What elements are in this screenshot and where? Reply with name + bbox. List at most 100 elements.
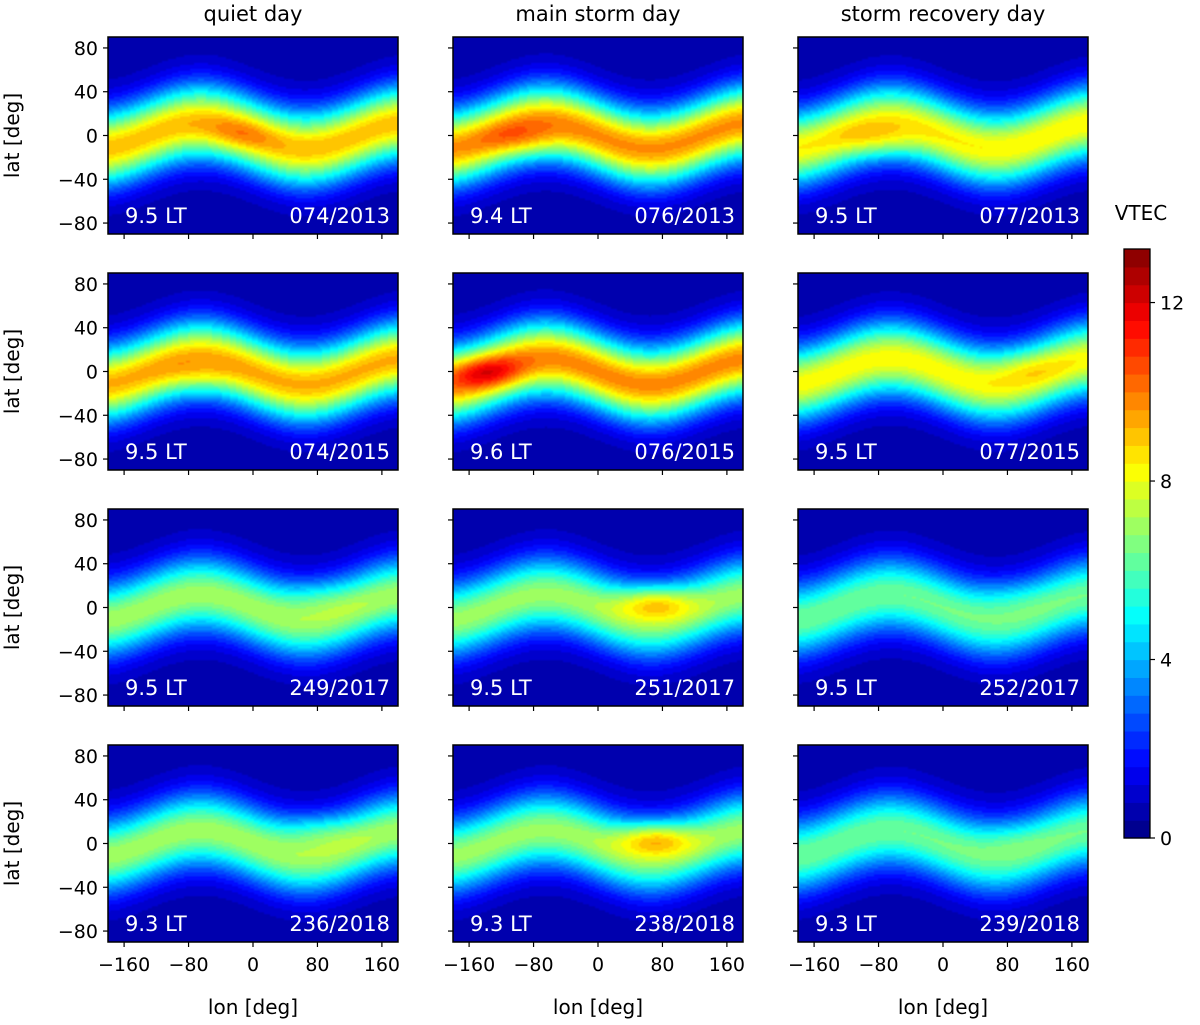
- heatmap-panel: 9.5 LT 249/2017 80 40 0 −40 −80 lat [deg]: [0, 508, 399, 711]
- colorbar-level: [1124, 641, 1150, 661]
- x-tick-label: 80: [995, 954, 1019, 976]
- x-axis-label: lon [deg]: [553, 995, 643, 1019]
- local-time-label: 9.3 LT: [125, 912, 187, 936]
- date-label: 249/2017: [289, 676, 390, 700]
- x-axis-label: lon [deg]: [898, 995, 988, 1019]
- vtec-heatmap-image: [453, 37, 743, 234]
- column-title: main storm day: [515, 2, 680, 26]
- y-tick-label: −80: [58, 449, 98, 471]
- colorbar-level: [1124, 409, 1150, 429]
- colorbar: 0 4 8 12 VTEC: [1115, 201, 1184, 850]
- colorbar-level: [1124, 605, 1150, 625]
- colorbar-level: [1124, 284, 1150, 304]
- local-time-label: 9.3 LT: [815, 912, 877, 936]
- y-tick-label: −80: [58, 921, 98, 943]
- y-tick-label: 80: [74, 38, 98, 60]
- colorbar-label: VTEC: [1115, 201, 1168, 225]
- local-time-label: 9.6 LT: [470, 440, 532, 464]
- heatmap-panel: 9.4 LT 076/2013: [448, 36, 744, 239]
- local-time-label: 9.3 LT: [470, 912, 532, 936]
- heatmap-panel: 9.5 LT 074/2013 80 40 0 −40 −80 lat [deg]: [0, 36, 399, 239]
- date-label: 239/2018: [979, 912, 1080, 936]
- y-tick-label: 40: [74, 82, 98, 104]
- x-tick-label: −80: [514, 954, 554, 976]
- heatmap-panel: 9.5 LT 251/2017: [448, 508, 744, 711]
- heatmap-panel: 9.3 LT 239/2018 −160 −80 0 80 160 lon [deg]: [788, 744, 1090, 1019]
- vtec-heatmap-image: [798, 273, 1088, 470]
- colorbar-tick-label: 12: [1160, 293, 1184, 315]
- y-tick-label: 80: [74, 746, 98, 768]
- y-tick-label: 40: [74, 554, 98, 576]
- vtec-heatmap-image: [798, 37, 1088, 234]
- vtec-heatmap-image: [453, 273, 743, 470]
- colorbar-level: [1124, 463, 1150, 482]
- vtec-heatmap-image: [108, 273, 398, 470]
- y-tick-label: 0: [86, 362, 98, 384]
- vtec-heatmap-image: [108, 509, 398, 706]
- x-tick-label: 0: [937, 954, 949, 976]
- date-label: 076/2013: [634, 204, 735, 228]
- heatmap-panel: 9.6 LT 076/2015: [448, 272, 744, 475]
- colorbar-level: [1124, 802, 1150, 821]
- local-time-label: 9.5 LT: [815, 676, 877, 700]
- colorbar-level: [1124, 820, 1150, 839]
- vtec-heatmap-image: [453, 509, 743, 706]
- colorbar-level: [1124, 445, 1150, 464]
- y-tick-label: 80: [74, 274, 98, 296]
- x-tick-label: −80: [859, 954, 899, 976]
- local-time-label: 9.5 LT: [470, 676, 532, 700]
- x-tick-label: −160: [98, 954, 150, 976]
- colorbar-level: [1124, 338, 1150, 357]
- colorbar-level: [1124, 249, 1150, 268]
- colorbar-level: [1124, 748, 1150, 768]
- column-title: storm recovery day: [841, 2, 1046, 26]
- vtec-heatmap-image: [453, 745, 743, 942]
- date-label: 251/2017: [634, 676, 735, 700]
- date-label: 077/2015: [979, 440, 1080, 464]
- heatmap-panel: 9.5 LT 252/2017: [793, 508, 1089, 711]
- y-tick-label: 0: [86, 834, 98, 856]
- date-label: 077/2013: [979, 204, 1080, 228]
- colorbar-level: [1124, 695, 1150, 714]
- colorbar-level: [1124, 391, 1150, 411]
- colorbar-level: [1124, 623, 1150, 643]
- vtec-heatmap-image: [798, 745, 1088, 942]
- y-tick-label: 0: [86, 126, 98, 148]
- heatmap-panel: 9.5 LT 077/2015: [793, 272, 1089, 475]
- colorbar-level: [1124, 588, 1150, 607]
- y-tick-label: 40: [74, 318, 98, 340]
- x-tick-label: −160: [788, 954, 840, 976]
- y-tick-label: −80: [58, 685, 98, 707]
- y-tick-label: −80: [58, 213, 98, 235]
- heatmap-panel: 9.5 LT 077/2013: [793, 36, 1089, 239]
- y-axis-label: lat [deg]: [0, 93, 24, 178]
- colorbar-tick-label: 0: [1160, 828, 1172, 850]
- y-tick-label: 0: [86, 598, 98, 620]
- colorbar-level: [1124, 356, 1150, 375]
- date-label: 252/2017: [979, 676, 1080, 700]
- y-axis-label: lat [deg]: [0, 565, 24, 650]
- x-tick-label: 0: [247, 954, 259, 976]
- colorbar-level: [1124, 784, 1150, 803]
- date-label: 074/2013: [289, 204, 390, 228]
- x-tick-label: −160: [443, 954, 495, 976]
- colorbar-level: [1124, 302, 1150, 321]
- x-tick-label: 160: [364, 954, 400, 976]
- column-title: quiet day: [204, 2, 303, 26]
- y-tick-label: 40: [74, 790, 98, 812]
- local-time-label: 9.5 LT: [125, 204, 187, 228]
- colorbar-level: [1124, 427, 1150, 446]
- date-label: 074/2015: [289, 440, 390, 464]
- vtec-heatmap-image: [108, 37, 398, 234]
- colorbar-level: [1124, 516, 1150, 536]
- colorbar-level: [1124, 659, 1150, 678]
- date-label: 238/2018: [634, 912, 735, 936]
- colorbar-level: [1124, 320, 1150, 339]
- colorbar-tick-label: 4: [1160, 650, 1172, 672]
- heatmap-panel: 9.3 LT 238/2018 −160 −80 0 80 160 lon [deg]: [443, 744, 745, 1019]
- heatmap-panel: 9.5 LT 074/2015 80 40 0 −40 −80 lat [deg]: [0, 272, 399, 475]
- y-axis-label: lat [deg]: [0, 801, 24, 886]
- colorbar-frame: [1123, 248, 1151, 839]
